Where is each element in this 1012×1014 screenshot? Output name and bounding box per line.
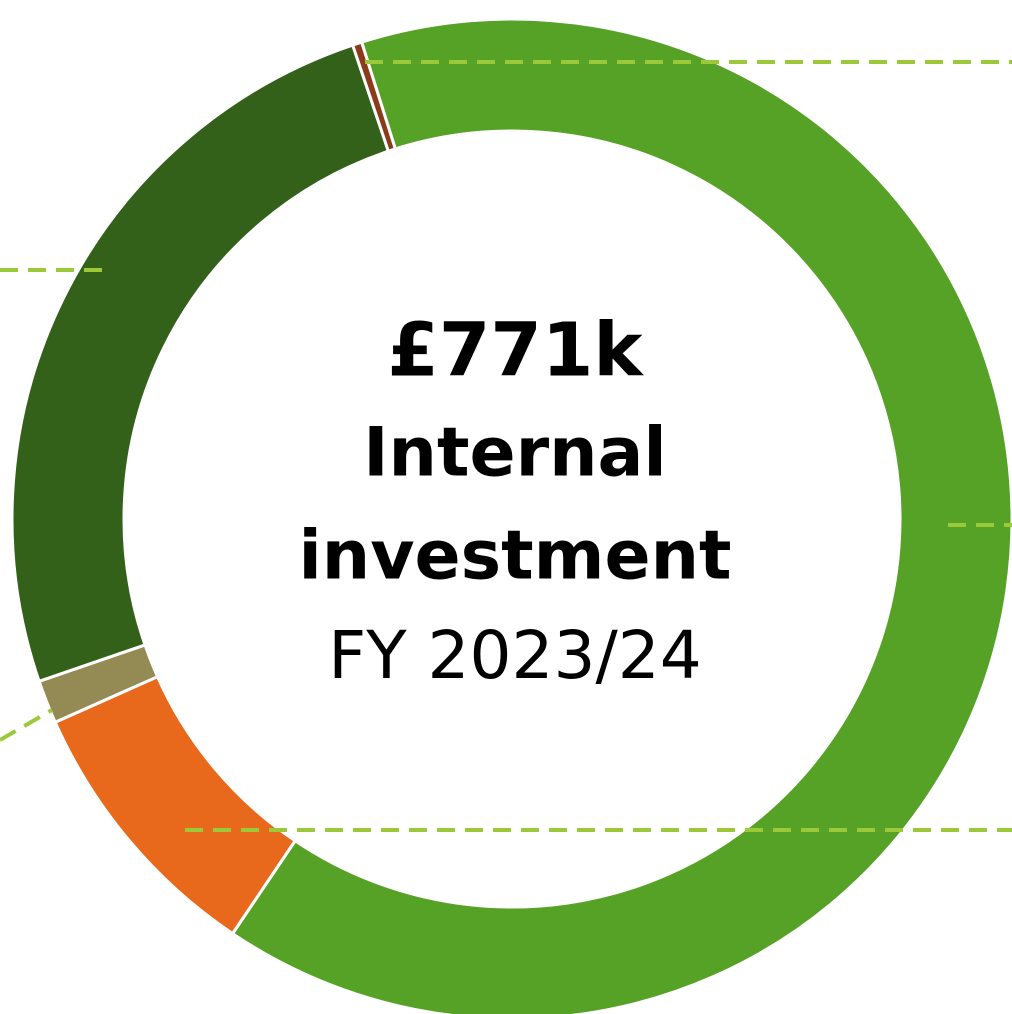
donut-segment: [350, 40, 398, 154]
center-label: Internal: [363, 414, 666, 493]
donut-ring: [10, 17, 1012, 1014]
center-amount: £771k: [387, 308, 644, 394]
donut-segment: [230, 17, 1012, 1014]
leader-line: [0, 708, 53, 742]
center-period: FY 2023/24: [328, 617, 701, 694]
donut-segment: [10, 43, 391, 684]
donut-segment: [53, 674, 298, 936]
center-label: investment: [298, 517, 731, 596]
